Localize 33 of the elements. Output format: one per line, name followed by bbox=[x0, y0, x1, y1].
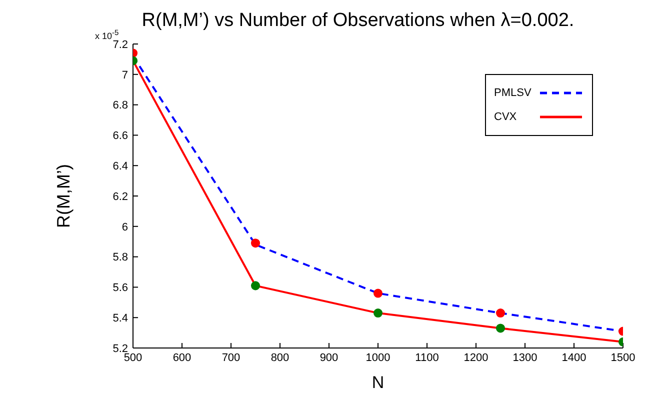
point bbox=[496, 308, 506, 318]
point bbox=[250, 238, 260, 248]
x-axis-title: N bbox=[372, 373, 384, 392]
y-tick-label: 7.2 bbox=[112, 38, 128, 51]
point bbox=[496, 324, 506, 333]
x-tick-label: 800 bbox=[270, 352, 290, 364]
y-tick-label: 7 bbox=[122, 69, 128, 82]
x-tick-label: 1300 bbox=[512, 352, 538, 364]
y-tick-label: 5.8 bbox=[112, 252, 128, 264]
x-tick-label: 1000 bbox=[366, 352, 390, 364]
y-tick-label: 6.4 bbox=[112, 160, 128, 173]
point bbox=[373, 308, 383, 318]
chart-title: R(M,M’) vs Number of Observations when λ=0.002. bbox=[142, 10, 574, 31]
y-tick-label: 5.4 bbox=[112, 312, 128, 325]
y-tick-label: 5.6 bbox=[112, 282, 128, 294]
y-tick-label: 6.6 bbox=[112, 130, 128, 142]
y-tick-label: 6 bbox=[122, 221, 128, 234]
y-tick-label: 6.2 bbox=[112, 190, 128, 203]
x-tick-label: 700 bbox=[222, 352, 240, 364]
legend-label: CVX bbox=[494, 111, 518, 123]
x-tick-label: 900 bbox=[320, 352, 338, 364]
x-tick-label: 1500 bbox=[610, 352, 636, 364]
x-tick-label: 1100 bbox=[415, 352, 439, 364]
x-tick-label: 500 bbox=[124, 352, 142, 364]
x-tick-label: 1400 bbox=[562, 352, 586, 364]
x-tick-label: 1200 bbox=[464, 352, 488, 364]
y-axis-title: R(M,M’) bbox=[53, 164, 74, 228]
y-tick-label: 6.8 bbox=[112, 100, 128, 112]
point bbox=[373, 288, 383, 298]
text: x 10$^{-5}$ bbox=[95, 28, 119, 41]
point bbox=[250, 281, 260, 290]
x-tick-label: 600 bbox=[172, 352, 192, 364]
legend-label: PMLSV bbox=[494, 87, 532, 99]
